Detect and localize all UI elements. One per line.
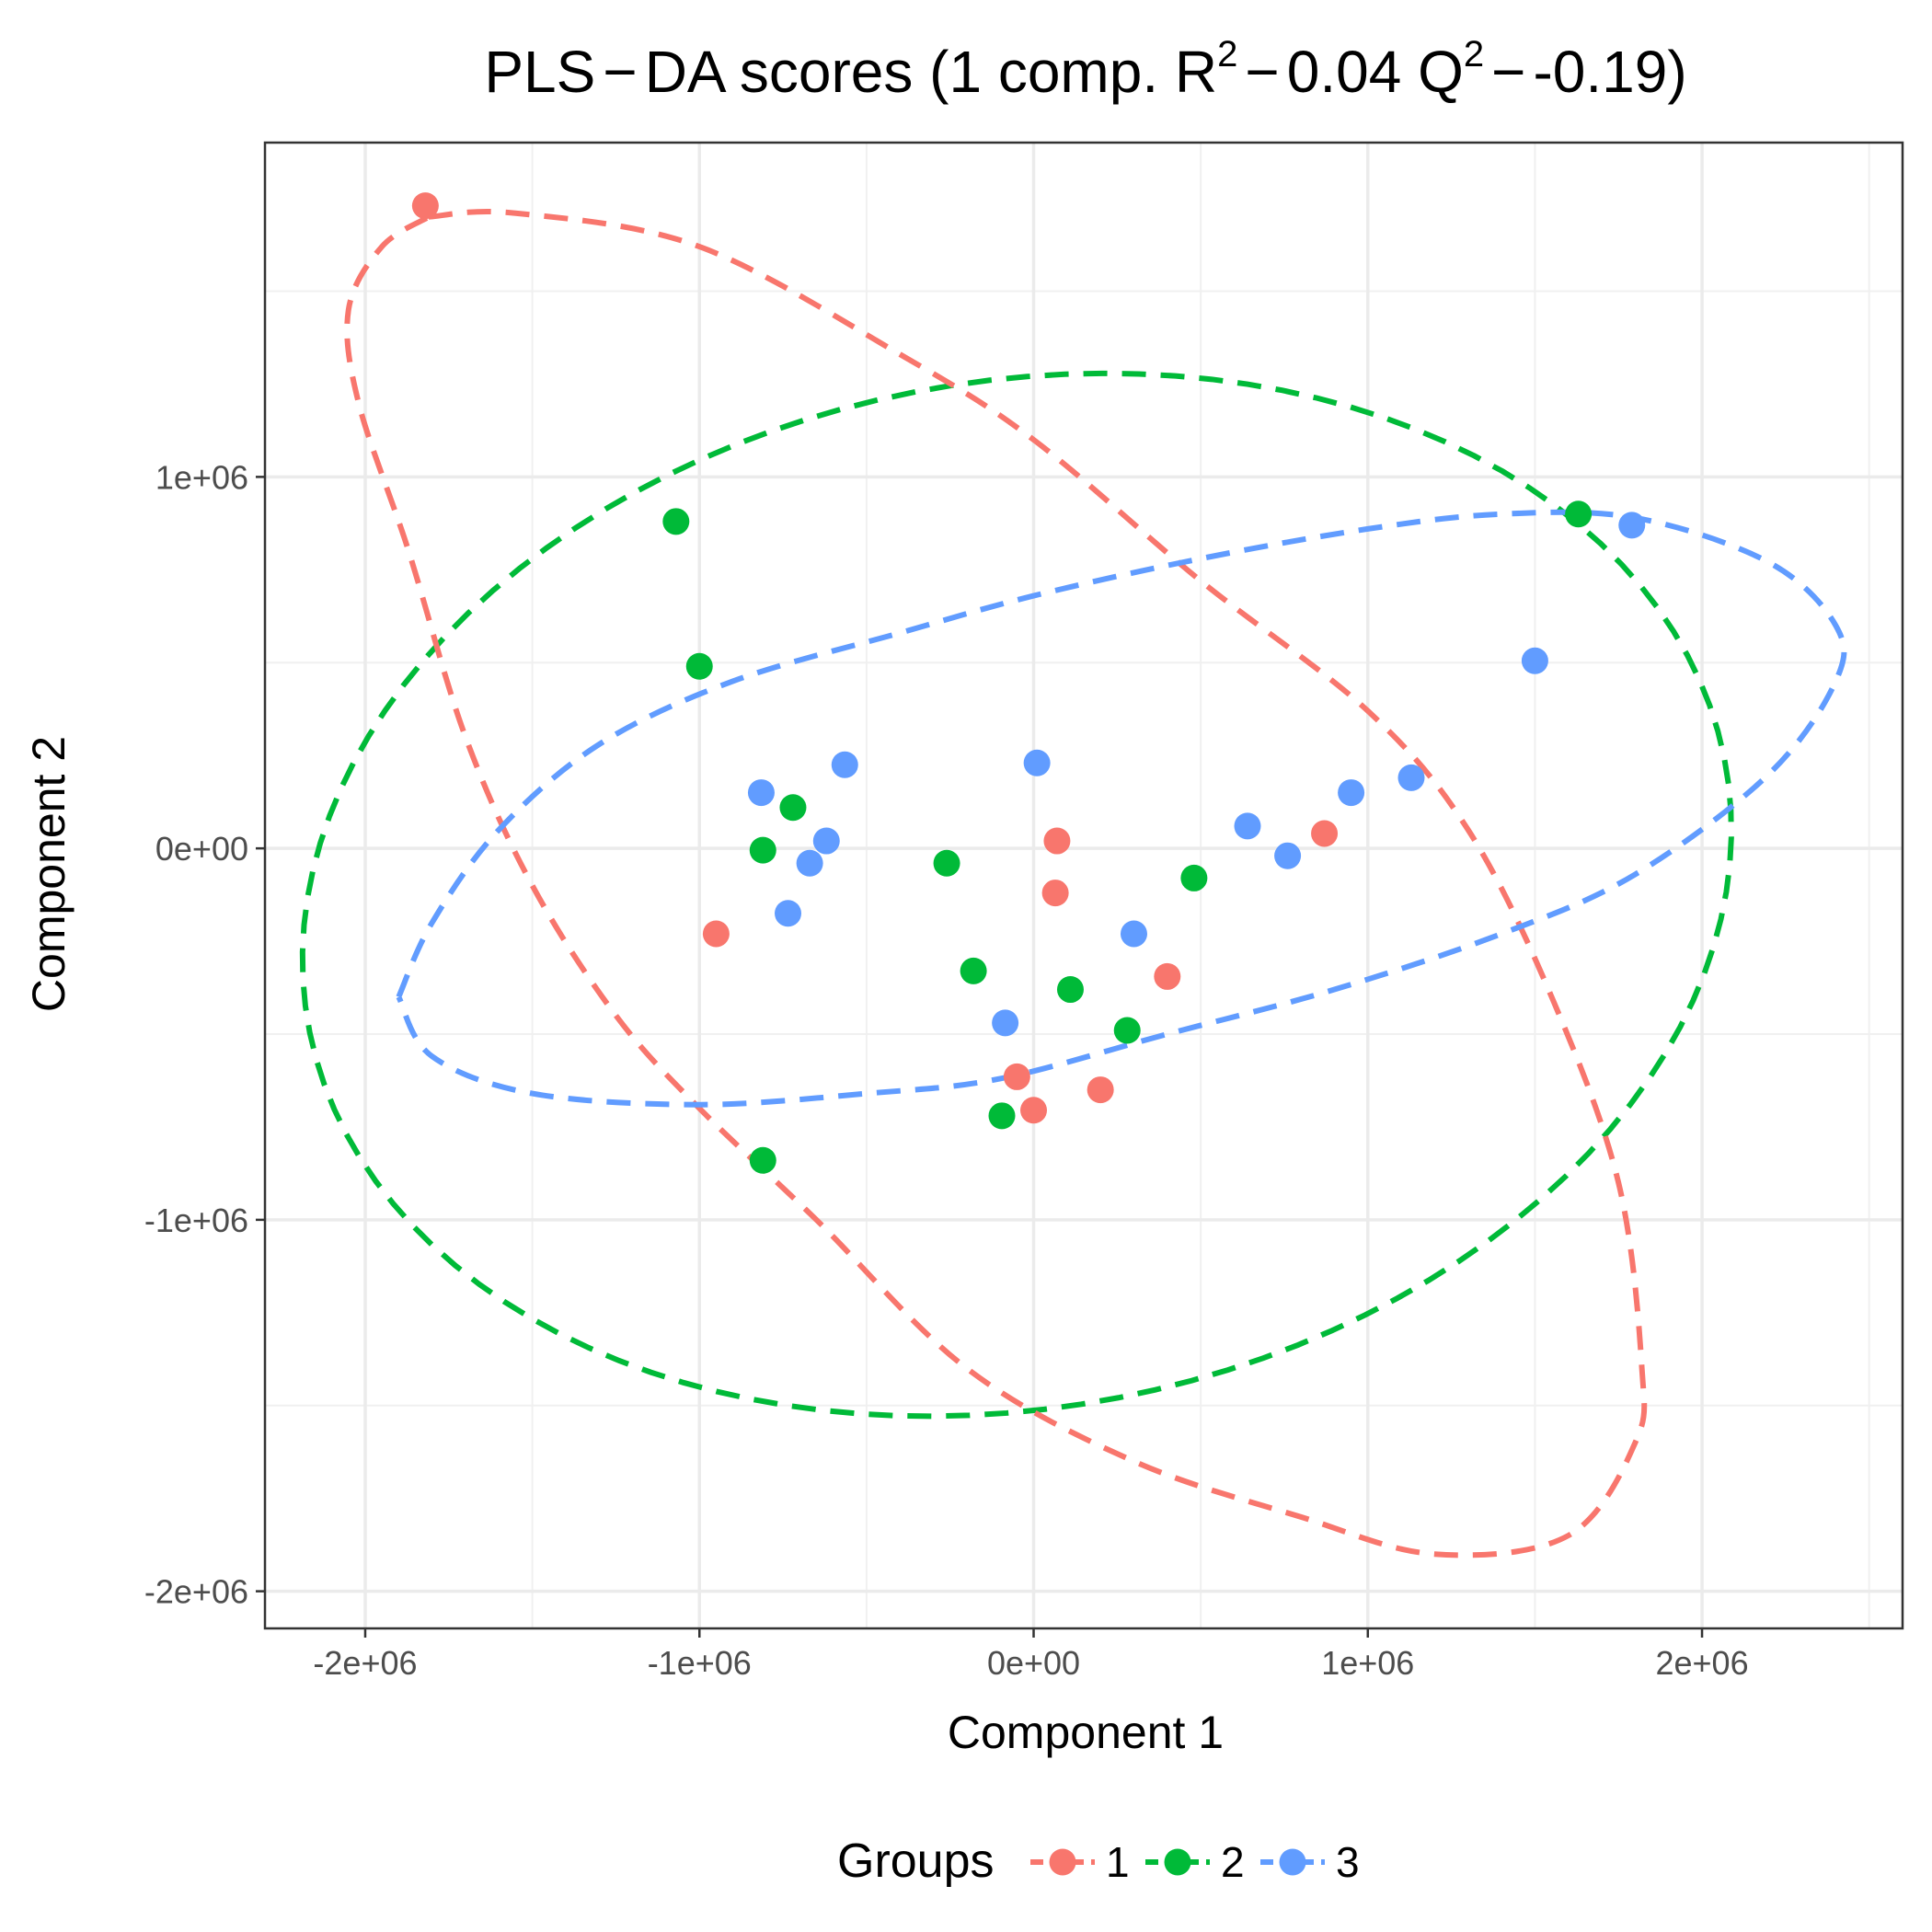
x-tick-label: -2e+06 bbox=[313, 1644, 417, 1682]
point-group-3 bbox=[747, 779, 775, 807]
title-tail: -0.19) bbox=[1533, 39, 1686, 105]
title-minus-2: − bbox=[1245, 39, 1279, 105]
point-group-1 bbox=[411, 192, 439, 220]
point-group-2 bbox=[1056, 976, 1084, 1004]
point-group-3 bbox=[1397, 764, 1425, 791]
point-group-2 bbox=[933, 849, 960, 877]
x-axis-title: Component 1 bbox=[948, 1707, 1224, 1758]
x-tick-label: -1e+06 bbox=[648, 1644, 752, 1682]
x-tick-label: 0e+00 bbox=[987, 1644, 1080, 1682]
point-group-2 bbox=[779, 794, 807, 822]
y-tick-label: 1e+06 bbox=[155, 458, 248, 496]
legend: Groups 1 2 3 bbox=[837, 1834, 1360, 1888]
point-group-2 bbox=[988, 1102, 1016, 1130]
y-axis-ticks: -2e+06 -1e+06 0e+00 1e+06 bbox=[144, 458, 265, 1611]
legend-key-point-1 bbox=[1049, 1848, 1076, 1876]
point-group-3 bbox=[1338, 779, 1365, 807]
legend-label-3: 3 bbox=[1336, 1838, 1360, 1886]
point-group-3 bbox=[1120, 920, 1147, 948]
point-group-1 bbox=[1043, 827, 1071, 855]
point-group-2 bbox=[960, 957, 987, 984]
title-minus-3: − bbox=[1491, 39, 1525, 105]
y-tick-label: -1e+06 bbox=[144, 1202, 248, 1239]
point-group-2 bbox=[1565, 500, 1593, 528]
point-group-3 bbox=[1521, 647, 1548, 674]
confidence-ellipses bbox=[299, 209, 1847, 1558]
legend-label-1: 1 bbox=[1106, 1838, 1130, 1886]
point-group-2 bbox=[1113, 1017, 1141, 1044]
point-group-3 bbox=[1234, 812, 1261, 840]
x-tick-label: 2e+06 bbox=[1655, 1644, 1748, 1682]
ellipse-group-1 bbox=[344, 209, 1648, 1558]
point-group-3 bbox=[1274, 842, 1302, 869]
y-tick-label: 0e+00 bbox=[155, 830, 248, 868]
title-mid-2: 0.04 Q bbox=[1287, 39, 1464, 105]
x-tick-label: 1e+06 bbox=[1321, 1644, 1414, 1682]
legend-label-2: 2 bbox=[1221, 1838, 1245, 1886]
point-group-1 bbox=[1311, 820, 1339, 847]
point-group-3 bbox=[812, 827, 840, 855]
point-group-2 bbox=[749, 1146, 776, 1174]
y-tick-label: -2e+06 bbox=[144, 1573, 248, 1611]
point-group-1 bbox=[1020, 1097, 1048, 1124]
ellipse-group-2 bbox=[299, 370, 1734, 1420]
grid bbox=[265, 143, 1903, 1628]
title-sup-1: 2 bbox=[1217, 34, 1237, 75]
title-prefix: PLS bbox=[484, 39, 595, 105]
x-axis-ticks: -2e+06 -1e+06 0e+00 1e+06 2e+06 bbox=[313, 1628, 1749, 1682]
point-group-1 bbox=[702, 920, 730, 948]
point-group-1 bbox=[1041, 880, 1069, 907]
legend-title: Groups bbox=[837, 1834, 995, 1888]
point-group-1 bbox=[1087, 1076, 1114, 1104]
point-group-3 bbox=[796, 849, 823, 877]
point-group-2 bbox=[1180, 864, 1208, 891]
legend-key-point-2 bbox=[1164, 1848, 1191, 1876]
point-group-3 bbox=[992, 1009, 1019, 1037]
point-group-3 bbox=[1023, 749, 1051, 776]
chart-title: PLS − DA scores (1 comp. R2−0.04 Q2− -0.19) bbox=[484, 34, 1686, 105]
point-group-2 bbox=[749, 836, 776, 864]
point-group-1 bbox=[1003, 1063, 1030, 1090]
title-minus-1: − bbox=[603, 39, 637, 105]
data-points bbox=[411, 192, 1646, 1174]
point-group-3 bbox=[1618, 512, 1646, 539]
ellipse-group-3 bbox=[396, 509, 1847, 1108]
point-group-1 bbox=[1154, 962, 1181, 990]
title-sup-2: 2 bbox=[1464, 34, 1484, 75]
point-group-2 bbox=[662, 508, 690, 535]
title-mid: DA scores (1 comp. R bbox=[645, 39, 1217, 105]
y-axis-title: Component 2 bbox=[23, 736, 75, 1012]
point-group-3 bbox=[831, 751, 858, 778]
point-group-2 bbox=[685, 652, 713, 680]
plot-panel-border bbox=[263, 141, 1904, 1630]
legend-key-point-3 bbox=[1279, 1848, 1306, 1876]
point-group-3 bbox=[775, 900, 802, 927]
